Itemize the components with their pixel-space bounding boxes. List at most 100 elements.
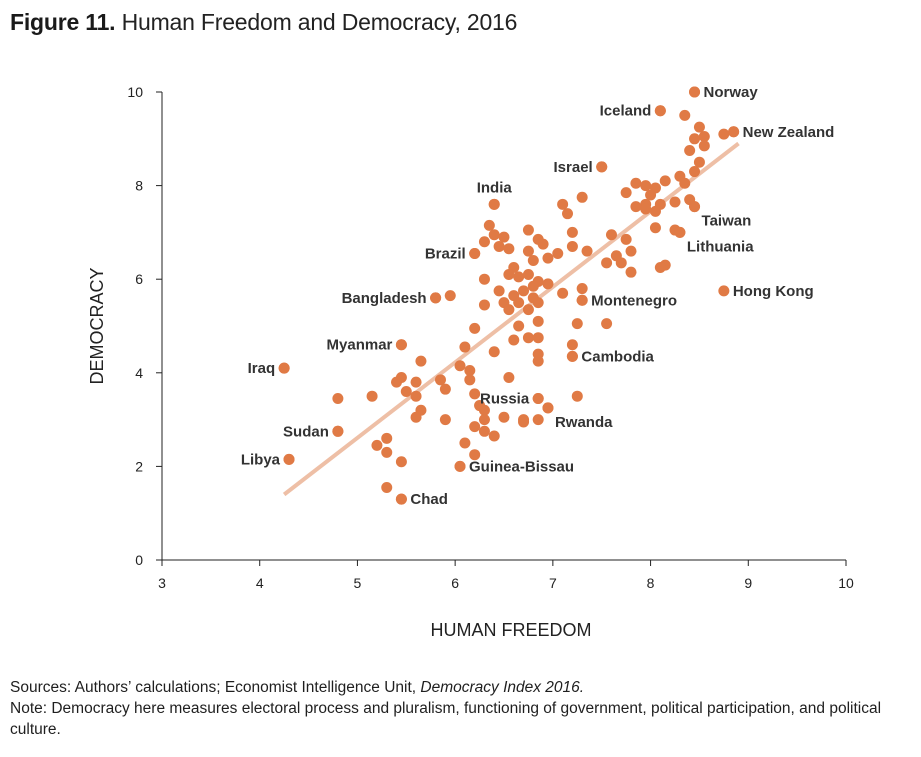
data-point <box>605 229 617 241</box>
labeled-data-point <box>654 105 666 117</box>
data-point <box>532 414 544 426</box>
point-label: Myanmar <box>327 337 393 354</box>
point-label: Iraq <box>248 360 276 377</box>
x-axis-title: HUMAN FREEDOM <box>431 620 592 640</box>
data-point <box>469 322 481 334</box>
data-point <box>503 304 515 316</box>
data-point <box>518 285 530 297</box>
data-point <box>689 133 701 145</box>
data-point <box>503 371 515 383</box>
point-label: Hong Kong <box>733 283 814 300</box>
y-tick-label: 10 <box>127 84 143 100</box>
data-point <box>537 238 549 250</box>
data-point <box>527 254 539 266</box>
data-point <box>630 177 642 189</box>
x-tick-label: 8 <box>647 575 655 591</box>
data-point <box>415 355 427 367</box>
data-point <box>718 128 730 140</box>
x-tick-label: 6 <box>451 575 459 591</box>
labeled-data-point <box>596 161 608 173</box>
data-point <box>640 180 652 192</box>
point-labels-group: Norway Iceland New Zealand Israel India Taiwa… <box>241 84 834 508</box>
labeled-data-point <box>576 294 588 306</box>
point-label: Bangladesh <box>342 290 427 307</box>
point-label: Russia <box>480 391 530 408</box>
labeled-data-point <box>566 350 578 362</box>
data-point <box>649 222 661 234</box>
data-point <box>532 355 544 367</box>
point-label: Sudan <box>283 423 329 440</box>
x-tick-label: 3 <box>158 575 166 591</box>
labeled-data-point <box>674 226 686 238</box>
data-point <box>371 439 383 451</box>
data-point <box>410 376 422 388</box>
points-group <box>278 86 740 505</box>
data-point <box>439 414 451 426</box>
data-point <box>552 247 564 259</box>
point-label: Taiwan <box>702 213 752 230</box>
data-point <box>459 437 471 449</box>
data-point <box>522 245 534 257</box>
data-point <box>488 229 500 241</box>
data-point <box>693 121 705 133</box>
data-point <box>454 360 466 372</box>
data-point <box>562 208 574 220</box>
axes: 0 2 4 6 8 10 3 4 5 6 7 8 9 10 <box>127 84 854 591</box>
data-point <box>620 233 632 245</box>
labeled-data-point <box>469 247 481 259</box>
data-point <box>532 297 544 309</box>
x-tick-label: 10 <box>838 575 854 591</box>
data-point <box>439 383 451 395</box>
data-point <box>557 287 569 299</box>
data-point <box>478 236 490 248</box>
data-point <box>571 318 583 330</box>
data-point <box>601 257 613 269</box>
data-point <box>659 175 671 187</box>
data-point <box>469 421 481 433</box>
sources-line: Sources: Authors’ calculations; Economis… <box>10 677 915 698</box>
labeled-data-point <box>332 425 344 437</box>
data-point <box>381 481 393 493</box>
x-tick-label: 5 <box>354 575 362 591</box>
data-point <box>381 446 393 458</box>
data-point <box>444 290 456 302</box>
labeled-data-point <box>283 453 295 465</box>
data-point <box>518 416 530 428</box>
data-point <box>601 318 613 330</box>
point-label: India <box>477 179 513 196</box>
data-point <box>478 425 490 437</box>
point-label: Iceland <box>600 103 652 120</box>
data-point <box>522 269 534 281</box>
labeled-data-point <box>728 126 740 138</box>
labeled-data-point <box>278 362 290 374</box>
data-point <box>679 109 691 121</box>
data-point <box>459 341 471 353</box>
data-point <box>576 283 588 295</box>
y-tick-label: 6 <box>135 271 143 287</box>
data-point <box>630 201 642 213</box>
y-tick-label: 0 <box>135 552 143 568</box>
data-point <box>478 404 490 416</box>
data-point <box>566 339 578 351</box>
data-point <box>532 332 544 344</box>
data-point <box>508 334 520 346</box>
labeled-data-point <box>542 402 554 414</box>
data-point <box>366 390 378 402</box>
data-point <box>493 285 505 297</box>
scatter-chart: 0 2 4 6 8 10 3 4 5 6 7 8 9 10 Norway Iceland New Zealan… <box>87 84 854 640</box>
data-point <box>571 390 583 402</box>
labeled-data-point <box>454 460 466 472</box>
data-point <box>488 346 500 358</box>
data-point <box>478 414 490 426</box>
labeled-data-point <box>395 339 407 351</box>
data-point <box>503 269 515 281</box>
data-point <box>640 203 652 215</box>
data-point <box>625 245 637 257</box>
figure-label: Figure 11. <box>10 9 116 35</box>
point-label: Cambodia <box>581 348 654 365</box>
data-point <box>434 374 446 386</box>
data-point <box>698 130 710 142</box>
labeled-data-point <box>395 493 407 505</box>
data-point <box>679 177 691 189</box>
data-point <box>332 393 344 405</box>
